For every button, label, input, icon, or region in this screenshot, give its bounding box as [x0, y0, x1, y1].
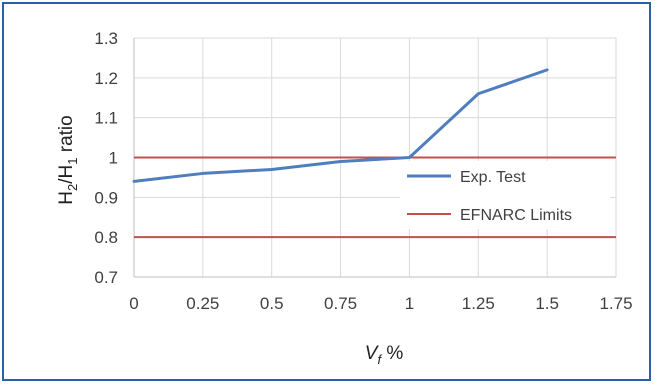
x-tick-label: 0	[129, 294, 138, 313]
y-tick-label: 1.1	[94, 109, 118, 128]
x-tick-label: 1.5	[535, 294, 559, 313]
legend: Exp. Test EFNARC Limits	[400, 161, 610, 229]
line-chart: 0 0.25 0.5 0.75 1 1.25 1.5 1.75 0.7 0.8 0.9 1 1.1 1.…	[56, 29, 633, 367]
chart-frame: 0 0.25 0.5 0.75 1 1.25 1.5 1.75 0.7 0.8 0.9 1 1.1 1.…	[2, 2, 651, 381]
y-tick-label: 0.8	[94, 228, 118, 247]
x-tick-label: 1.75	[599, 294, 632, 313]
series-layer	[132, 68, 616, 239]
exp-test-line	[132, 68, 549, 183]
legend-background	[400, 161, 610, 229]
y-tick-label: 1.2	[94, 69, 118, 88]
y-tick-label: 0.9	[94, 188, 118, 207]
y-tick-label: 1.3	[94, 29, 118, 48]
x-axis-title: Vf %	[365, 343, 404, 367]
y-tick-label: 0.7	[94, 268, 118, 287]
x-tick-label: 0.75	[324, 294, 357, 313]
x-tick-label: 1.25	[462, 294, 495, 313]
y-tick-labels: 0.7 0.8 0.9 1 1.1 1.2 1.3	[94, 29, 118, 287]
y-tick-label: 1	[109, 149, 118, 168]
legend-exp-test-label: Exp. Test	[460, 169, 526, 186]
x-tick-label: 0.25	[186, 294, 219, 313]
legend-efnarc-limits-label: EFNARC Limits	[460, 207, 572, 224]
x-tick-label: 1	[405, 294, 414, 313]
x-tick-labels: 0 0.25 0.5 0.75 1 1.25 1.5 1.75	[129, 294, 632, 313]
y-axis-title: H2/H1 ratio	[56, 115, 80, 204]
x-tick-label: 0.5	[260, 294, 284, 313]
